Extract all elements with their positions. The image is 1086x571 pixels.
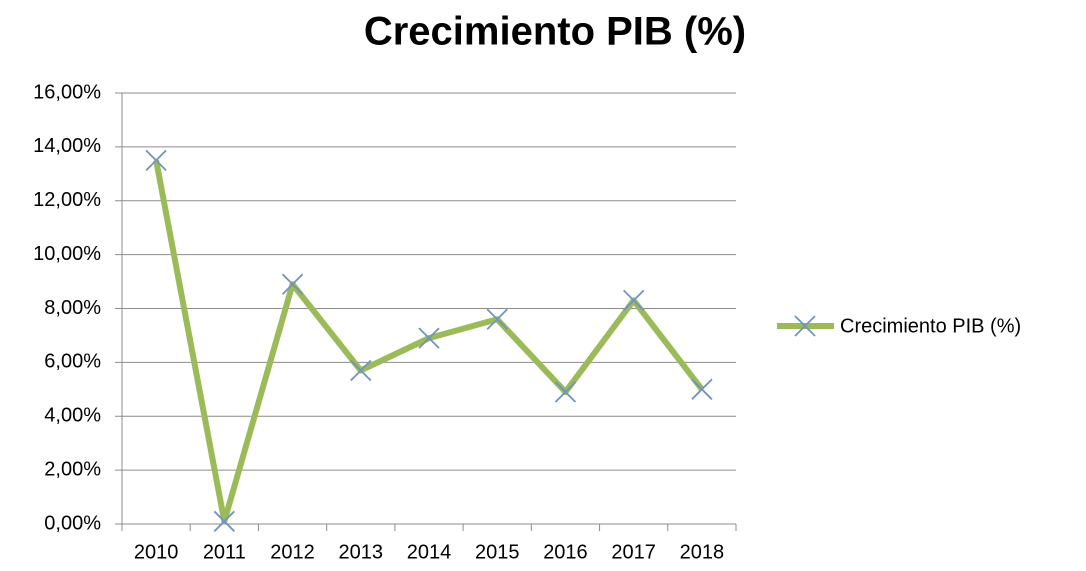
- x-tick-label: 2013: [339, 541, 384, 563]
- y-tick-label: 16,00%: [33, 81, 101, 103]
- y-tick-label: 8,00%: [44, 297, 101, 319]
- y-tick-label: 14,00%: [33, 135, 101, 157]
- x-tick-label: 2011: [203, 541, 246, 563]
- y-tick-label: 2,00%: [44, 458, 101, 480]
- marker: [350, 359, 372, 382]
- x-tick-label: 2014: [407, 541, 452, 563]
- chart-title: Crecimiento PIB (%): [364, 10, 746, 54]
- series-line: [153, 159, 705, 525]
- marker: [623, 289, 645, 312]
- x-tick-label: 2018: [680, 541, 725, 563]
- y-tick-label: 0,00%: [44, 512, 101, 534]
- marker: [486, 308, 508, 330]
- y-tick-label: 10,00%: [33, 243, 101, 265]
- x-tick-label: 2010: [134, 541, 179, 563]
- x-tick-label: 2016: [543, 541, 588, 563]
- marker: [145, 149, 167, 171]
- y-tick-label: 12,00%: [33, 189, 101, 211]
- legend-marker: [794, 315, 816, 337]
- marker: [691, 378, 713, 400]
- marker: [418, 327, 440, 349]
- y-tick-label: 6,00%: [44, 351, 101, 373]
- legend-label: Crecimiento PIB (%): [840, 315, 1021, 337]
- marker: [213, 510, 235, 532]
- marker: [554, 381, 577, 403]
- x-tick-label: 2017: [611, 541, 656, 563]
- x-tick-label: 2015: [475, 541, 520, 563]
- x-tick-label: 2012: [270, 541, 315, 563]
- y-tick-label: 4,00%: [44, 405, 101, 427]
- marker: [281, 273, 304, 295]
